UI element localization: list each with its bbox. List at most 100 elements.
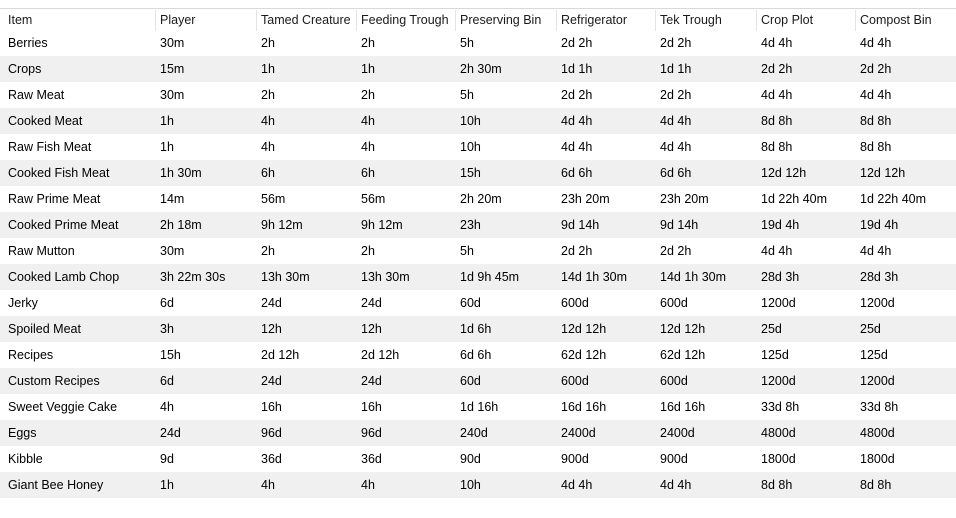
table-row[interactable]: Giant Bee Honey 1h 4h 4h 10h 4d 4h 4d 4h 8d 8h 8… — [0, 472, 956, 498]
table-row[interactable]: Raw Mutton 30m 2h 2h 5h 2d 2h 2d 2h 4d 4h 4d 4h — [0, 238, 956, 264]
table-row[interactable]: Recipes 15h 2d 12h 2d 12h 6d 6h 62d 12h 62d 12… — [0, 342, 956, 368]
spoil-time: 14d 1h 30m — [660, 270, 727, 284]
spoil-time: 9d — [160, 452, 174, 466]
spoil-time: 4h — [361, 114, 375, 128]
table-row[interactable]: Eggs 24d 96d 96d 240d 2400d 2400d 4800d 4800d — [0, 420, 956, 446]
spoil-time: 13h 30m — [261, 270, 310, 284]
spoil-time: 3h 22m 30s — [160, 270, 226, 284]
column-header[interactable]: Item — [8, 13, 33, 27]
column-separator — [556, 10, 557, 31]
item-name: Raw Fish Meat — [8, 140, 92, 154]
column-header[interactable]: Crop Plot — [761, 13, 814, 27]
table-row[interactable]: Cooked Prime Meat 2h 18m 9h 12m 9h 12m 23h 9d… — [0, 212, 956, 238]
spoil-time: 1h — [261, 62, 275, 76]
spoil-time: 12h — [361, 322, 382, 336]
spoil-time: 1d 22h 40m — [860, 192, 927, 206]
spoil-time: 125d — [860, 348, 888, 362]
column-header[interactable]: Compost Bin — [860, 13, 932, 27]
item-name: Cooked Meat — [8, 114, 83, 128]
spoil-time: 12d 12h — [561, 322, 607, 336]
spoil-time: 600d — [561, 374, 589, 388]
spoil-time: 5h — [460, 36, 474, 50]
spoil-time: 9h 12m — [361, 218, 403, 232]
spoil-time: 8d 8h — [761, 478, 793, 492]
column-header[interactable]: Tamed Creature — [261, 13, 351, 27]
spoil-time: 6d 6h — [460, 348, 492, 362]
spoil-time: 12h — [261, 322, 282, 336]
spoil-time: 2d 2h — [561, 36, 593, 50]
spoil-time: 3h — [160, 322, 174, 336]
table-row[interactable]: Custom Recipes 6d 24d 24d 60d 600d 600d 1200d 12… — [0, 368, 956, 394]
spoil-time: 2d 2h — [561, 88, 593, 102]
spoil-time: 4d 4h — [761, 88, 793, 102]
column-separator — [655, 10, 656, 31]
spoil-time: 900d — [660, 452, 688, 466]
spoil-time: 4d 4h — [660, 140, 692, 154]
spoil-time: 19d 4h — [860, 218, 899, 232]
column-header[interactable]: Player — [160, 13, 196, 27]
table-row[interactable]: Berries 30m 2h 2h 5h 2d 2h 2d 2h 4d 4h 4d 4h — [0, 30, 956, 56]
spoil-time: 600d — [660, 296, 688, 310]
table-row[interactable]: Sweet Veggie Cake 4h 16h 16h 1d 16h 16d 16h 16… — [0, 394, 956, 420]
spoil-time: 24d — [261, 296, 282, 310]
spoil-time: 12d 12h — [660, 322, 706, 336]
spoil-time: 96d — [261, 426, 282, 440]
item-name: Crops — [8, 62, 42, 76]
spoil-time: 1d 1h — [660, 62, 692, 76]
item-name: Cooked Lamb Chop — [8, 270, 120, 284]
column-separator — [155, 10, 156, 31]
spoil-time: 1800d — [860, 452, 895, 466]
table-row[interactable]: Cooked Meat 1h 4h 4h 10h 4d 4h 4d 4h 8d 8h 8d 8h — [0, 108, 956, 134]
table-row[interactable]: Raw Meat 30m 2h 2h 5h 2d 2h 2d 2h 4d 4h 4d 4h — [0, 82, 956, 108]
spoil-time: 9d 14h — [660, 218, 699, 232]
header-row: Item Player Tamed Creature Feeding Trough Pr… — [0, 8, 956, 31]
spoil-time: 2h — [361, 36, 375, 50]
spoil-time: 4d 4h — [561, 478, 593, 492]
spoil-time: 28d 3h — [860, 270, 899, 284]
spoil-time: 30m — [160, 88, 185, 102]
item-name: Raw Mutton — [8, 244, 75, 258]
item-name: Eggs — [8, 426, 37, 440]
spoil-time: 1d 9h 45m — [460, 270, 520, 284]
column-header[interactable]: Feeding Trough — [361, 13, 449, 27]
column-header[interactable]: Preserving Bin — [460, 13, 542, 27]
column-separator — [356, 10, 357, 31]
table-row[interactable]: Jerky 6d 24d 24d 60d 600d 600d 1200d 1200d — [0, 290, 956, 316]
table-row[interactable]: Spoiled Meat 3h 12h 12h 1d 6h 12d 12h 12d 12h 2… — [0, 316, 956, 342]
table-row[interactable]: Crops 15m 1h 1h 2h 30m 1d 1h 1d 1h 2d 2h 2d 2h — [0, 56, 956, 82]
spoil-time: 4d 4h — [761, 244, 793, 258]
spoil-time: 1800d — [761, 452, 796, 466]
item-name: Raw Meat — [8, 88, 65, 102]
spoil-time: 2d 12h — [261, 348, 300, 362]
spoil-time: 8d 8h — [860, 114, 892, 128]
table-row[interactable]: Kibble 9d 36d 36d 90d 900d 900d 1800d 1800d — [0, 446, 956, 472]
column-header[interactable]: Refrigerator — [561, 13, 627, 27]
spoil-time: 12d 12h — [761, 166, 807, 180]
spoil-time: 12d 12h — [860, 166, 906, 180]
table-row[interactable]: Cooked Fish Meat 1h 30m 6h 6h 15h 6d 6h 6d 6h 1… — [0, 160, 956, 186]
spoil-time: 24d — [361, 296, 382, 310]
spoil-time: 15h — [160, 348, 181, 362]
spoil-time: 2h — [261, 88, 275, 102]
spoil-time: 10h — [460, 140, 481, 154]
spoil-time: 1200d — [860, 374, 895, 388]
spoil-time: 900d — [561, 452, 589, 466]
spoil-time: 4h — [361, 140, 375, 154]
spoil-time: 90d — [460, 452, 481, 466]
table-row[interactable]: Raw Prime Meat 14m 56m 56m 2h 20m 23h 20m 23h … — [0, 186, 956, 212]
spoil-time: 8d 8h — [860, 140, 892, 154]
spoil-time: 30m — [160, 36, 185, 50]
spoil-time: 4h — [160, 400, 174, 414]
item-name: Kibble — [8, 452, 43, 466]
spoil-time: 1h — [361, 62, 375, 76]
spoil-time: 36d — [361, 452, 382, 466]
spoil-time: 1h 30m — [160, 166, 202, 180]
column-header[interactable]: Tek Trough — [660, 13, 722, 27]
spoil-time: 4h — [261, 140, 275, 154]
table-row[interactable]: Cooked Lamb Chop 3h 22m 30s 13h 30m 13h 30m… — [0, 264, 956, 290]
table-row[interactable]: Raw Fish Meat 1h 4h 4h 10h 4d 4h 4d 4h 8d 8h 8d … — [0, 134, 956, 160]
spoil-time: 16h — [261, 400, 282, 414]
spoil-time: 60d — [460, 374, 481, 388]
